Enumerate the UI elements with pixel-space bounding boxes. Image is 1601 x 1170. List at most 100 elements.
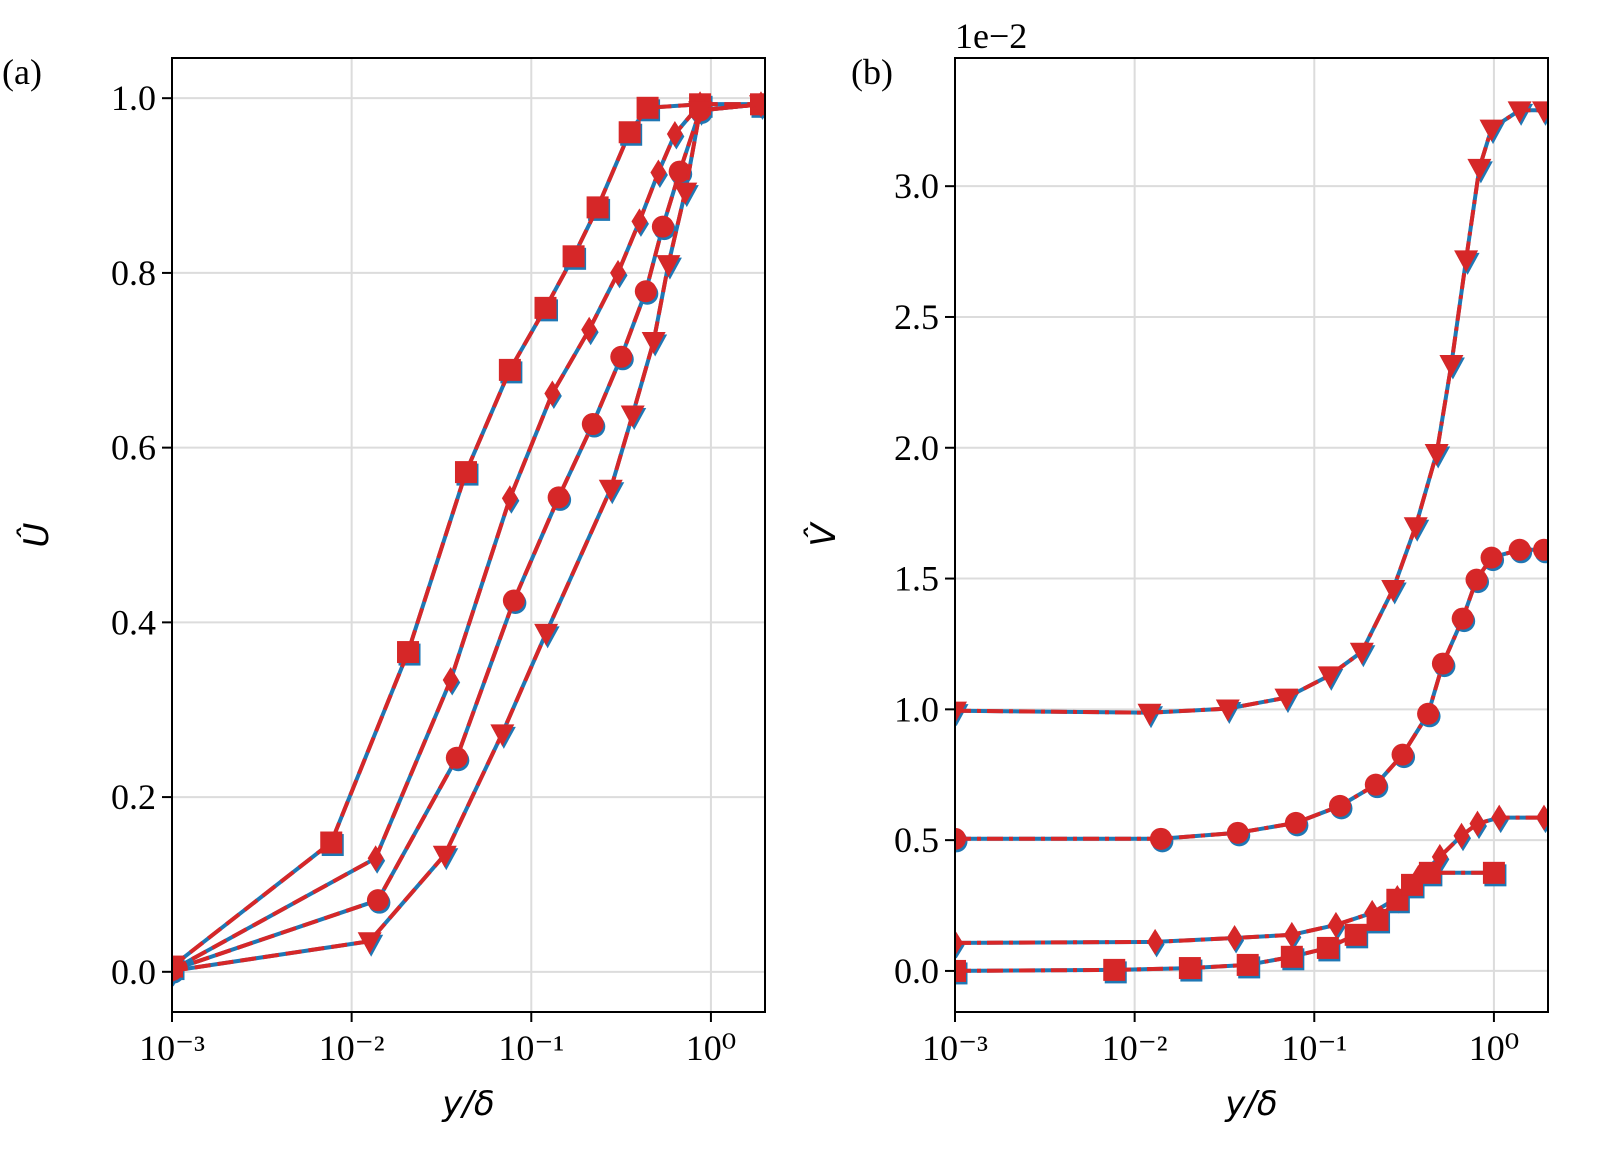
marker	[1403, 517, 1428, 540]
marker	[1391, 743, 1414, 766]
marker	[1236, 953, 1259, 976]
marker	[666, 121, 683, 148]
marker	[598, 479, 623, 502]
marker	[955, 827, 966, 850]
y-axis-label: V̂	[803, 521, 844, 547]
marker	[586, 196, 609, 219]
x-axis-label: y/δ	[441, 1084, 494, 1124]
y-tick-label: 3.0	[894, 166, 939, 206]
marker	[1178, 957, 1201, 980]
marker	[650, 159, 667, 186]
x-tick-label: 10⁰	[1469, 1028, 1519, 1068]
marker	[1469, 810, 1486, 837]
marker	[748, 95, 765, 118]
marker	[688, 101, 713, 124]
marker	[1327, 911, 1344, 938]
x-tick-label: 10⁻¹	[498, 1028, 564, 1068]
marker	[562, 245, 585, 268]
y-tick-label: 0.0	[894, 951, 939, 991]
marker	[1381, 580, 1406, 603]
marker	[1467, 158, 1492, 181]
y-tick-label: 1.0	[894, 689, 939, 729]
marker	[641, 332, 666, 355]
marker	[442, 667, 459, 694]
marker	[544, 380, 561, 407]
marker	[454, 461, 477, 484]
marker	[1103, 958, 1126, 981]
y-tick-label: 0.5	[894, 820, 939, 860]
marker	[634, 280, 657, 303]
y-axis-label: Û	[16, 522, 57, 547]
reference-line	[955, 547, 1544, 841]
y-tick-label: 1.0	[111, 78, 156, 118]
marker	[1284, 811, 1307, 834]
marker	[1226, 821, 1249, 844]
marker	[432, 845, 457, 868]
marker	[1274, 688, 1299, 711]
marker	[620, 405, 645, 428]
marker	[320, 831, 343, 854]
marker	[1215, 699, 1240, 722]
marker	[172, 961, 184, 984]
marker	[610, 259, 627, 286]
marker	[1531, 101, 1548, 124]
marker	[1149, 827, 1172, 850]
panel-label: (a)	[2, 52, 42, 92]
marker	[1535, 804, 1548, 831]
marker	[1366, 908, 1389, 931]
marker	[955, 959, 966, 982]
y-tick-label: 0.8	[111, 253, 156, 293]
marker	[618, 121, 641, 144]
series-line	[172, 102, 762, 973]
axes-frame	[954, 57, 1549, 1013]
marker	[367, 845, 384, 872]
y-tick-label: 0.6	[111, 428, 156, 468]
marker	[1316, 936, 1339, 959]
y-tick-label: 0.2	[111, 777, 156, 817]
marker	[1401, 873, 1424, 896]
marker	[445, 746, 468, 769]
marker	[1507, 101, 1532, 124]
marker	[1424, 443, 1449, 466]
y-tick-label: 2.5	[894, 297, 939, 337]
marker	[1533, 538, 1548, 561]
marker	[1344, 923, 1367, 946]
marker	[1480, 546, 1503, 569]
marker	[673, 182, 698, 205]
offset-text: 1e−2	[955, 16, 1027, 56]
marker	[357, 932, 382, 955]
marker	[668, 160, 691, 183]
x-axis-label: y/δ	[1224, 1084, 1277, 1124]
marker	[1482, 861, 1505, 884]
marker	[656, 255, 681, 278]
y-tick-label: 0.4	[111, 602, 156, 642]
marker	[955, 701, 967, 724]
marker	[1508, 538, 1531, 561]
marker	[534, 623, 559, 646]
y-tick-label: 1.5	[894, 559, 939, 599]
marker	[1317, 666, 1342, 689]
marker	[502, 589, 525, 612]
x-tick-label: 10⁰	[686, 1028, 736, 1068]
marker	[547, 486, 570, 509]
marker	[1417, 702, 1440, 725]
plot-area	[955, 101, 1548, 985]
marker	[498, 358, 521, 381]
marker	[1418, 861, 1441, 884]
marker	[636, 96, 659, 119]
marker	[651, 215, 674, 238]
marker	[1280, 945, 1303, 968]
x-tick-label: 10⁻¹	[1281, 1028, 1347, 1068]
marker	[1491, 804, 1508, 831]
marker	[501, 485, 518, 512]
marker	[1226, 924, 1243, 951]
marker	[1364, 773, 1387, 796]
marker	[631, 208, 648, 235]
marker	[397, 641, 420, 664]
y-tick-label: 0.0	[111, 952, 156, 992]
plot-area	[172, 91, 765, 987]
marker	[1349, 642, 1374, 665]
marker	[610, 345, 633, 368]
marker	[955, 929, 963, 956]
